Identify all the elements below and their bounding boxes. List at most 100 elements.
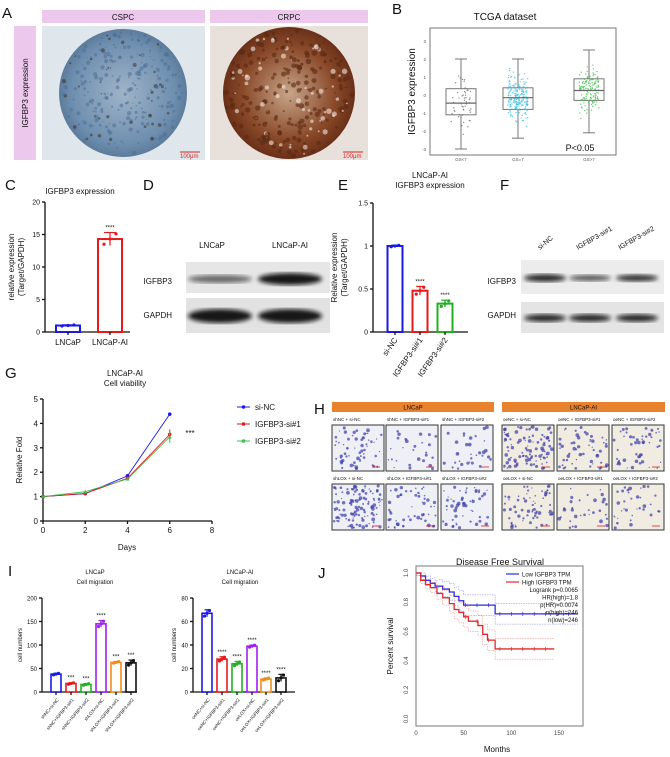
- cspc-nucleus: [150, 136, 154, 141]
- data-point: [515, 102, 518, 104]
- bar: [411, 289, 429, 333]
- cspc-nucleus: [104, 125, 108, 129]
- data-point: [581, 78, 583, 80]
- stained-cell: [576, 445, 581, 449]
- data-point: [589, 87, 592, 89]
- stained-cell: [421, 487, 424, 490]
- data-point: [111, 661, 116, 665]
- panel-label: C: [5, 177, 16, 194]
- panel-label: G: [5, 365, 17, 382]
- data-point: [81, 683, 86, 687]
- panel-a: A CSPC CRPC IGFBP3 expression 100μm 100μ…: [2, 5, 368, 160]
- stained-cell: [562, 458, 566, 462]
- stained-cell: [644, 426, 648, 430]
- data-point: [594, 98, 596, 101]
- stained-cell: [545, 453, 548, 456]
- stained-cell: [456, 467, 460, 470]
- crpc-stain-spot: [242, 74, 244, 77]
- data-point: [513, 100, 515, 102]
- gapdh-band: [524, 314, 566, 322]
- stained-cell: [592, 463, 594, 465]
- data-point: [454, 110, 456, 112]
- stained-cell: [462, 515, 464, 517]
- crpc-stain-spot: [264, 85, 269, 90]
- crpc-stain-spot: [271, 76, 275, 80]
- stained-cell: [434, 514, 437, 517]
- crpc-stain-spot: [319, 66, 323, 70]
- stained-cell: [541, 463, 543, 465]
- data-point: [125, 477, 130, 481]
- stained-cell: [426, 498, 430, 502]
- crpc-stain-spot: [329, 59, 333, 63]
- cspc-nucleus: [150, 90, 154, 94]
- stained-cell: [417, 491, 420, 495]
- stained-cell: [352, 512, 356, 515]
- stained-cell: [527, 457, 532, 462]
- crpc-stain-spot: [291, 135, 297, 141]
- crpc-stain-spot: [223, 89, 229, 96]
- stained-cell: [635, 453, 638, 456]
- crpc-stain-spot: [324, 87, 327, 90]
- y-tick-label: 4: [34, 419, 39, 428]
- crpc-stain-spot: [299, 118, 305, 124]
- crpc-stain-spot: [265, 56, 268, 59]
- cspc-nucleus: [75, 70, 80, 75]
- stained-cell: [334, 444, 337, 447]
- stained-cell: [389, 489, 392, 492]
- y-tick-label: 1: [423, 75, 426, 80]
- stained-cell: [408, 466, 412, 470]
- stained-cell: [413, 514, 416, 518]
- data-point: [510, 113, 512, 116]
- stained-cell: [524, 458, 529, 463]
- cspc-nucleus: [81, 48, 87, 53]
- cspc-nucleus: [158, 105, 161, 107]
- crpc-stain-spot: [318, 88, 324, 94]
- data-point: [593, 101, 596, 103]
- data-point: [393, 244, 397, 248]
- data-point: [526, 108, 528, 111]
- cspc-nucleus: [93, 75, 99, 80]
- crpc-stain-spot: [262, 37, 266, 41]
- crpc-stain-spot: [288, 145, 292, 149]
- stained-cell: [535, 510, 538, 513]
- stained-cell: [352, 464, 355, 467]
- stained-cell: [600, 492, 604, 497]
- crpc-stain-spot: [235, 63, 241, 69]
- x-tick-label: oeLOX+IGFBP3-si#2: [254, 697, 285, 733]
- data-point: [517, 76, 519, 78]
- tile-caption: oeNC + IGFBP3-si#1: [558, 417, 601, 422]
- cspc-nucleus: [155, 67, 160, 72]
- data-point: [418, 289, 422, 293]
- stained-cell: [531, 434, 535, 437]
- data-point: [507, 74, 510, 77]
- stained-cell: [343, 430, 348, 434]
- cspc-nucleus: [156, 43, 160, 46]
- cspc-nucleus: [138, 40, 140, 42]
- stained-cell: [502, 508, 507, 512]
- cspc-nucleus: [122, 142, 125, 145]
- cspc-nucleus: [150, 99, 153, 102]
- cspc-nucleus: [129, 120, 133, 125]
- crpc-stain-spot: [241, 103, 245, 106]
- cspc-nucleus: [170, 125, 174, 129]
- cspc-nucleus: [111, 75, 114, 78]
- crpc-stain-spot: [271, 101, 274, 105]
- cspc-nucleus: [132, 102, 134, 104]
- lane-label-si2: IGFBP3-si#2: [618, 226, 656, 252]
- crpc-stain-spot: [252, 116, 254, 119]
- stained-cell: [470, 461, 474, 465]
- crpc-stain-spot: [335, 125, 338, 129]
- stained-cell: [353, 514, 356, 517]
- significance-stars: ****: [232, 654, 242, 660]
- data-point: [592, 101, 594, 104]
- stained-cell: [656, 427, 660, 430]
- stained-cell: [536, 441, 540, 444]
- data-point: [232, 664, 237, 668]
- cspc-nucleus: [136, 130, 140, 134]
- stained-cell: [528, 427, 531, 431]
- stained-cell: [362, 508, 366, 512]
- cspc-nucleus: [160, 58, 164, 63]
- stained-cell: [543, 441, 546, 444]
- data-point: [520, 88, 523, 90]
